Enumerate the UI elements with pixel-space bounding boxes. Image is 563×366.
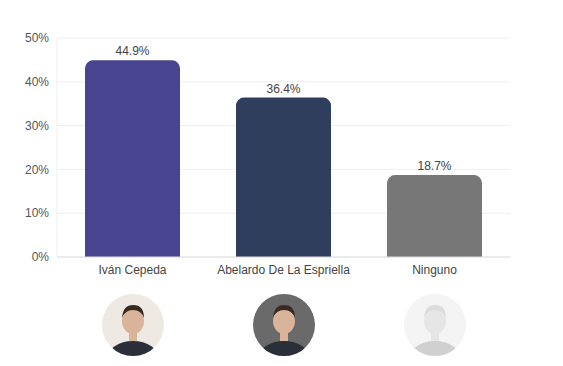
svg-text:44.9%: 44.9% (115, 44, 149, 58)
svg-text:36.4%: 36.4% (266, 82, 300, 96)
svg-text:Iván Cepeda: Iván Cepeda (98, 263, 166, 277)
svg-text:40%: 40% (25, 75, 49, 89)
svg-text:18.7%: 18.7% (417, 159, 451, 173)
svg-text:0%: 0% (32, 250, 50, 264)
svg-text:50%: 50% (25, 31, 49, 45)
svg-text:10%: 10% (25, 206, 49, 220)
svg-text:30%: 30% (25, 119, 49, 133)
svg-text:20%: 20% (25, 163, 49, 177)
svg-text:Abelardo De La Espriella: Abelardo De La Espriella (217, 263, 350, 277)
svg-text:Ninguno: Ninguno (412, 263, 457, 277)
